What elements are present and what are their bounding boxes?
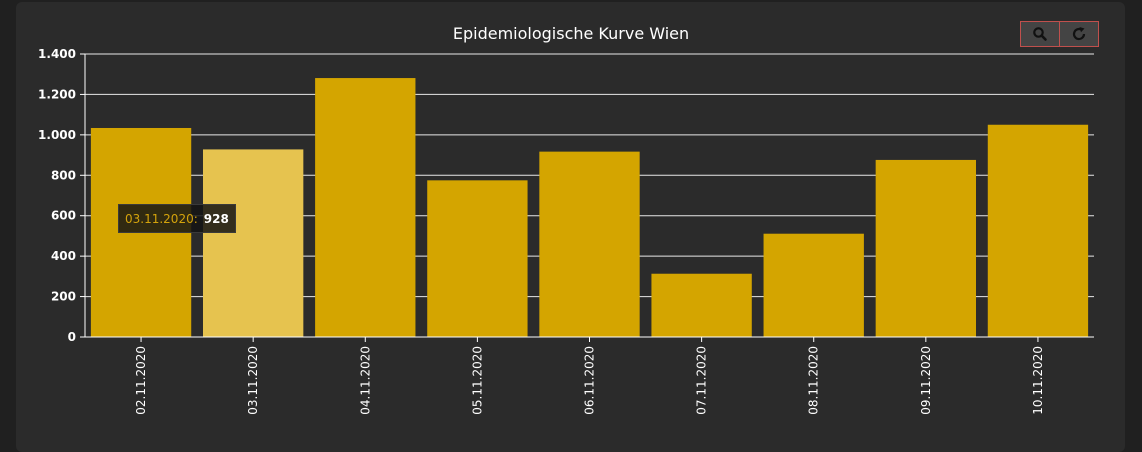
- x-tick-label: 02.11.2020: [134, 346, 148, 415]
- bars: [90, 78, 1089, 338]
- tooltip-value: 928: [203, 211, 229, 226]
- bar-10.11.2020[interactable]: [987, 124, 1089, 337]
- y-tick-label: 1.200: [38, 87, 76, 101]
- x-tick-label: 06.11.2020: [583, 346, 597, 415]
- bar-09.11.2020[interactable]: [875, 159, 977, 337]
- chart-title: Epidemiologische Kurve Wien: [452, 24, 690, 43]
- x-tick-label: 07.11.2020: [695, 346, 709, 415]
- tooltip-label: 03.11.2020:: [125, 211, 198, 226]
- x-tick-label: 05.11.2020: [470, 346, 484, 415]
- bar-06.11.2020[interactable]: [539, 151, 640, 337]
- reset-button[interactable]: [1059, 21, 1099, 47]
- x-tick-label: 03.11.2020: [246, 346, 260, 415]
- x-tick-label: 10.11.2020: [1031, 346, 1045, 415]
- y-tick-label: 1.400: [38, 47, 76, 61]
- y-tick-label: 1.000: [38, 128, 76, 142]
- bar-04.11.2020[interactable]: [315, 78, 416, 338]
- bar-03.11.2020[interactable]: [202, 149, 304, 337]
- bar-05.11.2020[interactable]: [427, 180, 528, 337]
- y-tick-label: 200: [51, 290, 76, 304]
- y-tick-label: 800: [51, 168, 76, 182]
- x-tick-label: 09.11.2020: [919, 346, 933, 415]
- y-tick-labels: 0 200 400 600 800 1.000 1.200 1.400: [38, 47, 85, 344]
- y-tick-label: 600: [51, 209, 76, 223]
- y-tick-label: 400: [51, 249, 76, 263]
- zoom-button[interactable]: [1020, 21, 1060, 47]
- chart-toolbar: [1020, 21, 1099, 47]
- bar-08.11.2020[interactable]: [763, 233, 864, 337]
- search-icon: [1033, 27, 1047, 41]
- refresh-icon: [1072, 27, 1086, 41]
- x-tick-label: 04.11.2020: [358, 346, 372, 415]
- tooltip: 03.11.2020: 928: [118, 204, 236, 233]
- x-tick-labels: 02.11.2020 03.11.2020 04.11.2020 05.11.2020…: [134, 337, 1045, 415]
- x-tick-label: 08.11.2020: [807, 346, 821, 415]
- y-tick-label: 0: [68, 330, 76, 344]
- bar-07.11.2020[interactable]: [651, 273, 752, 337]
